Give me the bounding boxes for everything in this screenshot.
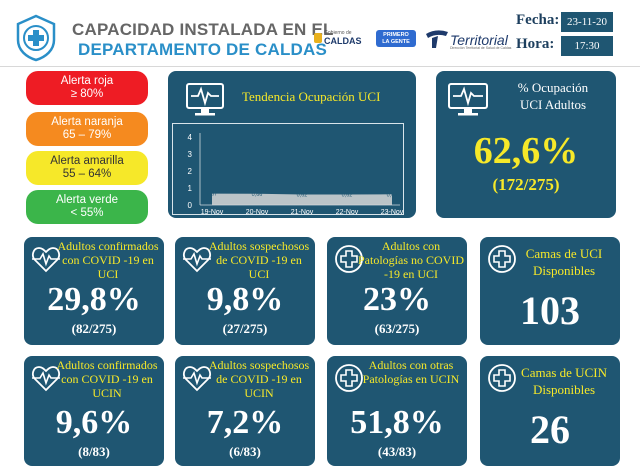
x-tick-label: 23-Nov <box>381 209 404 216</box>
card-ucin-other: Adultos con otras Patologías en UCIN 51,… <box>327 356 467 466</box>
data-label: 0,63 <box>387 192 398 198</box>
card-title: Adultos confirmados con COVID -19 en UCI… <box>56 358 158 400</box>
card-count: (6/83) <box>229 444 261 459</box>
card-title: Adultos sospechosos de COVID -19 en UCIN <box>208 358 310 400</box>
y-tick-label: 0 <box>188 201 193 210</box>
time-value: 17:30 <box>561 36 613 56</box>
card-title: Adultos sospechosos de COVID -19 en UCI <box>208 239 310 281</box>
card-uci-non-covid: Adultos con Patologías no COVID -19 en U… <box>327 237 467 345</box>
card-uci-beds-available: Camas de UCI Disponibles 103 <box>480 237 620 345</box>
caldas-logo-sub: Gobierno de <box>324 30 352 36</box>
card-title: Adultos con Patologías no COVID -19 en U… <box>358 239 464 281</box>
card-count: (63/275) <box>374 321 420 336</box>
card-title: Adultos con otras Patologías en UCIN <box>362 358 460 386</box>
primero-logo-line2: LA GENTE <box>382 39 410 45</box>
card-percent: 9,8% <box>206 281 284 318</box>
card-title: Camas de UCIN Disponibles <box>521 365 607 397</box>
occupancy-title-line1: % Ocupación <box>517 80 589 95</box>
health-cross-logo-icon <box>16 14 56 62</box>
page-title-line1: CAPACIDAD INSTALADA EN EL <box>72 20 334 39</box>
heartbeat-icon <box>183 366 211 392</box>
medical-cross-icon <box>488 245 516 273</box>
data-label: 0,62 <box>342 192 353 198</box>
alert-yellow: Alerta amarilla 55 – 64% <box>26 151 148 185</box>
data-label: 0,66 <box>252 192 263 198</box>
alert-green-range: < 55% <box>70 207 104 219</box>
card-uci-suspected: Adultos sospechosos de COVID -19 en UCI … <box>175 237 315 345</box>
card-count: (43/83) <box>377 444 417 459</box>
primero-la-gente-logo: PRIMERO LA GENTE <box>376 30 416 47</box>
card-title: Camas de UCI Disponibles <box>525 246 603 278</box>
heartbeat-icon <box>183 247 211 273</box>
trend-title: Tendencia Ocupación UCI <box>242 89 381 104</box>
caldas-logo-main: CALDAS <box>324 36 362 46</box>
alert-red: Alerta roja ≥ 80% <box>26 71 148 105</box>
heartbeat-icon <box>32 247 60 273</box>
occupancy-panel: % Ocupación UCI Adultos 62,6% (172/275) <box>436 71 616 218</box>
alert-green: Alerta verde < 55% <box>26 190 148 224</box>
occupancy-title: % Ocupación UCI Adultos <box>492 79 614 113</box>
card-count: (8/83) <box>78 444 110 459</box>
medical-cross-icon <box>488 364 516 392</box>
card-percent: 9,6% <box>55 404 133 441</box>
card-value: 103 <box>520 288 580 333</box>
data-label: 0,67 <box>207 192 218 198</box>
alert-orange: Alerta naranja 65 – 79% <box>26 112 148 146</box>
alert-red-range: ≥ 80% <box>70 88 104 100</box>
card-percent: 29,8% <box>47 281 141 318</box>
occupancy-title-line2: UCI Adultos <box>519 97 587 112</box>
card-percent: 7,2% <box>206 404 284 441</box>
alert-yellow-name: Alerta amarilla <box>50 155 124 167</box>
x-tick-label: 22-Nov <box>336 209 359 216</box>
y-tick-label: 2 <box>188 167 193 176</box>
alert-orange-range: 65 – 79% <box>62 129 112 141</box>
card-uci-confirmed: Adultos confirmados con COVID -19 en UCI… <box>24 237 164 345</box>
time-label: Hora: <box>516 36 555 52</box>
card-value: 26 <box>530 407 570 452</box>
card-count: (82/275) <box>71 321 117 336</box>
card-ucin-beds-available: Camas de UCIN Disponibles 26 <box>480 356 620 466</box>
occupancy-count: (172/275) <box>492 175 560 194</box>
card-title: Adultos confirmados con COVID -19 en UCI <box>57 239 159 281</box>
header-divider <box>0 66 640 67</box>
alert-green-name: Alerta verde <box>55 194 118 206</box>
territorial-logo-sub: Dirección Territorial de Salud de Caldas <box>450 46 512 50</box>
card-percent: 23% <box>363 281 431 318</box>
card-count: (27/275) <box>222 321 268 336</box>
monitor-heartbeat-icon <box>448 83 488 116</box>
trend-panel: Tendencia Ocupación UCI 0 1 2 3 4 0,67 19-Nov 0… <box>168 71 416 218</box>
x-tick-label: 21-Nov <box>291 209 314 216</box>
alert-orange-name: Alerta naranja <box>51 116 123 128</box>
alert-yellow-range: 55 – 64% <box>62 168 112 180</box>
medical-cross-icon <box>335 364 363 392</box>
territorial-swoosh-icon <box>426 30 448 48</box>
trend-chart: 0 1 2 3 4 0,67 19-Nov 0,66 20-Nov 0,62 21-Nov 0,62 2… <box>188 133 404 216</box>
x-tick-label: 19-Nov <box>201 209 224 216</box>
monitor-heartbeat-icon <box>186 83 224 116</box>
series-area <box>212 193 392 205</box>
card-percent: 51,8% <box>350 404 444 441</box>
y-tick-label: 1 <box>188 184 193 193</box>
data-label: 0,62 <box>297 192 308 198</box>
occupancy-percent: 62,6% <box>473 130 579 172</box>
date-value: 23-11-20 <box>561 12 613 32</box>
card-ucin-suspected: Adultos sospechosos de COVID -19 en UCIN… <box>175 356 315 466</box>
card-ucin-confirmed: Adultos confirmados con COVID -19 en UCI… <box>24 356 164 466</box>
y-tick-label: 3 <box>188 150 193 159</box>
caldas-mark-icon <box>314 33 322 43</box>
gobierno-caldas-logo: Gobierno de CALDAS <box>314 30 372 48</box>
page-title-line2: DEPARTAMENTO DE CALDAS <box>78 40 328 59</box>
alert-red-name: Alerta roja <box>60 75 114 87</box>
x-tick-label: 20-Nov <box>246 209 269 216</box>
date-label: Fecha: <box>516 12 560 28</box>
heartbeat-icon <box>32 366 60 392</box>
primero-logo-line1: PRIMERO <box>383 32 409 38</box>
territorial-logo-word: Territorial <box>450 32 508 48</box>
medical-cross-icon <box>335 245 363 273</box>
trend-chart-frame <box>172 123 404 215</box>
territorial-logo: Territorial Dirección Territorial de Sal… <box>424 28 512 52</box>
y-tick-label: 4 <box>188 133 193 142</box>
